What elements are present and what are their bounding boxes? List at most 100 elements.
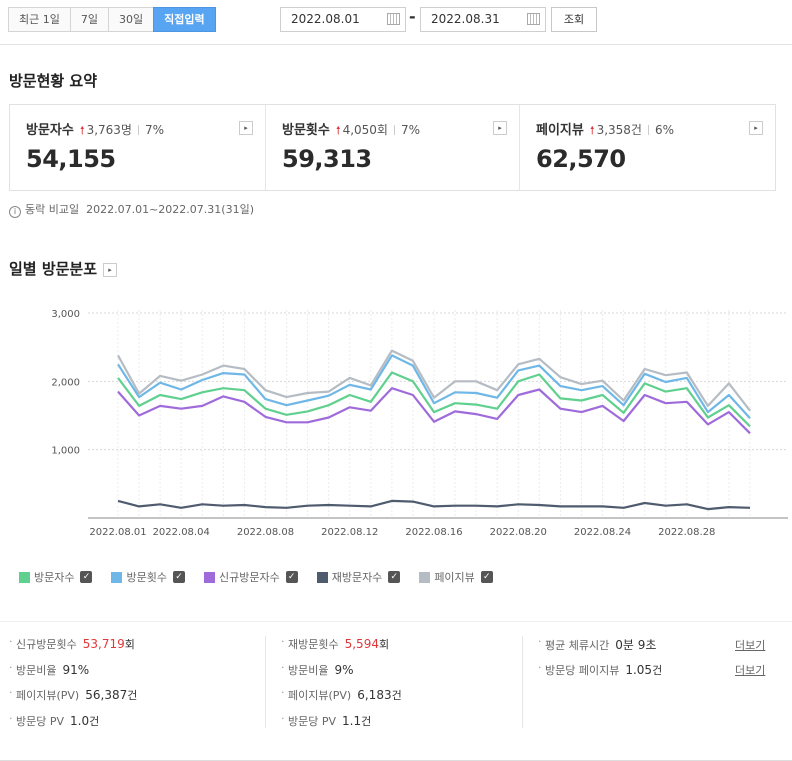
compare-period: i 동락 비교일 2022.07.01~2022.07.31(31일) [9,201,254,218]
stat-unit: 건 [391,689,402,702]
stat-label: 페이지뷰(PV) [288,689,352,702]
more-link-duration[interactable]: 더보기 [735,639,766,652]
legend-swatch [19,571,30,583]
stat-value: 9% [334,662,354,677]
arrow-up-icon: 🠕 [79,124,85,137]
stat-unit: 건 [652,663,663,677]
stat-value: 56,387 [85,688,128,702]
legend-label: 방문자수 [34,571,75,584]
series-line [117,354,751,419]
card-value: 54,155 [26,145,116,173]
divider [393,125,395,135]
stat-value: 6,183 [357,688,392,702]
stat-label: 방문당 페이지뷰 [545,663,620,677]
stat-unit: 회 [378,638,390,651]
stat-row: 평균 체류시간 0분 9초 [538,635,662,662]
legend-label: 페이지뷰 [434,571,475,584]
legend-swatch [203,571,215,583]
start-date-input[interactable]: 2022.08.01 [280,7,406,32]
legend-item[interactable]: 방문자수 ✓ [19,569,93,585]
card-label: 페이지뷰 [536,123,584,138]
tab-custom-range[interactable]: 직접입력 [153,7,216,32]
legend-swatch [111,571,123,583]
chart-grid [88,310,788,519]
chevron-right-icon[interactable]: ▸ [749,121,763,135]
checkbox-icon[interactable]: ✓ [80,571,93,583]
legend-item[interactable]: 방문횟수 ✓ [111,569,185,585]
arrow-up-icon: 🠕 [589,124,595,137]
checkbox-icon[interactable]: ✓ [285,571,298,583]
date-range-tabs: 최근 1일 7일 30일 직접입력 [8,7,216,32]
card-label: 방문횟수 [282,123,330,138]
divider [137,125,139,135]
checkbox-icon[interactable]: ✓ [480,571,493,583]
checkbox-icon[interactable]: ✓ [388,571,401,583]
summary-title: 방문현황 요약 [9,72,98,90]
chevron-right-icon[interactable]: ▸ [103,263,118,277]
stat-value: 1.05 [625,662,653,677]
divider [0,621,792,622]
tab-30-days[interactable]: 30일 [107,7,154,32]
stat-row: 방문당 PV 1.1건 [281,712,402,739]
daily-visits-chart: 3,000 2,000 1,000 2022.08.01 2022.08.04 2022.… [51,309,788,538]
stat-label: 평균 체류시간 [545,639,610,652]
chevron-right-icon[interactable]: ▸ [239,121,253,135]
y-tick-label: 3,000 [51,309,80,320]
stat-value: 0분 9초 [615,638,657,652]
summary-card-pageviews: 페이지뷰 🠕 3,358건 6% 62,570 ▸ [520,105,775,190]
stat-unit: 회 [124,638,135,651]
summary-card-visitors: 방문자수 🠕 3,763명 7% 54,155 ▸ [10,105,266,190]
end-date-input[interactable]: 2022.08.31 [420,7,546,32]
stats-duration: 평균 체류시간 0분 9초 방문당 페이지뷰 1.05건 [538,635,663,688]
chart-labels: 3,000 2,000 1,000 2022.08.01 2022.08.04 2022.… [51,309,715,538]
stat-label: 페이지뷰(PV) [16,689,80,702]
tab-7-days[interactable]: 7일 [69,7,108,32]
legend-item[interactable]: 재방문자수 ✓ [316,569,401,585]
card-percent: 7% [144,123,165,137]
stat-row: 페이지뷰(PV) 6,183건 [281,686,402,713]
stat-row: 페이지뷰(PV) 56,387건 [9,686,138,713]
x-tick-label: 2022.08.16 [405,527,462,538]
y-tick-label: 1,000 [51,446,80,457]
stat-row: 재방문횟수 5,594회 [281,635,402,662]
card-label: 방문자수 [26,123,74,138]
series-line [117,499,751,511]
divider [647,125,649,135]
stat-label: 방문비율 [288,663,329,677]
date-separator: - [409,7,416,26]
card-value: 59,313 [282,145,372,173]
chart-legend: 방문자수 ✓ 방문횟수 ✓ 신규방문자수 ✓ 재방문자수 ✓ 페이지뷰 ✓ [19,569,512,585]
chart-series [117,349,751,511]
x-tick-label: 2022.08.04 [153,527,210,538]
checkbox-icon[interactable]: ✓ [172,571,185,583]
legend-label: 방문횟수 [126,571,167,584]
stat-unit: 건 [127,689,138,702]
search-button[interactable]: 조회 [551,7,597,32]
calendar-icon[interactable] [387,13,400,25]
stat-label: 방문당 PV [288,714,337,728]
stat-row: 방문당 페이지뷰 1.05건 [538,661,663,688]
divider [522,636,523,728]
legend-item[interactable]: 페이지뷰 ✓ [419,569,493,585]
stat-unit: 건 [89,714,100,728]
start-date-value: 2022.08.01 [291,12,360,26]
more-link-pageviews[interactable]: 더보기 [735,664,766,677]
tab-last-1-day[interactable]: 최근 1일 [8,7,70,32]
stat-row: 방문비율 91% [9,661,137,688]
legend-item[interactable]: 신규방문자수 ✓ [203,569,298,585]
x-tick-label: 2022.08.20 [490,527,547,538]
stat-value: 1.1 [342,713,362,728]
stat-value: 91% [62,662,90,677]
legend-swatch [419,571,431,583]
series-line [117,387,751,435]
stat-value: 5,594 [344,637,379,651]
x-tick-label: 2022.08.28 [658,527,715,538]
x-tick-label: 2022.08.01 [89,527,146,538]
arrow-up-icon: 🠕 [335,124,341,137]
calendar-icon[interactable] [527,13,540,25]
chevron-right-icon[interactable]: ▸ [493,121,507,135]
compare-dates: 2022.07.01~2022.07.31(31일) [86,203,254,216]
info-icon: i [9,206,21,218]
stat-label: 방문당 PV [16,714,65,728]
x-tick-label: 2022.08.12 [321,527,378,538]
